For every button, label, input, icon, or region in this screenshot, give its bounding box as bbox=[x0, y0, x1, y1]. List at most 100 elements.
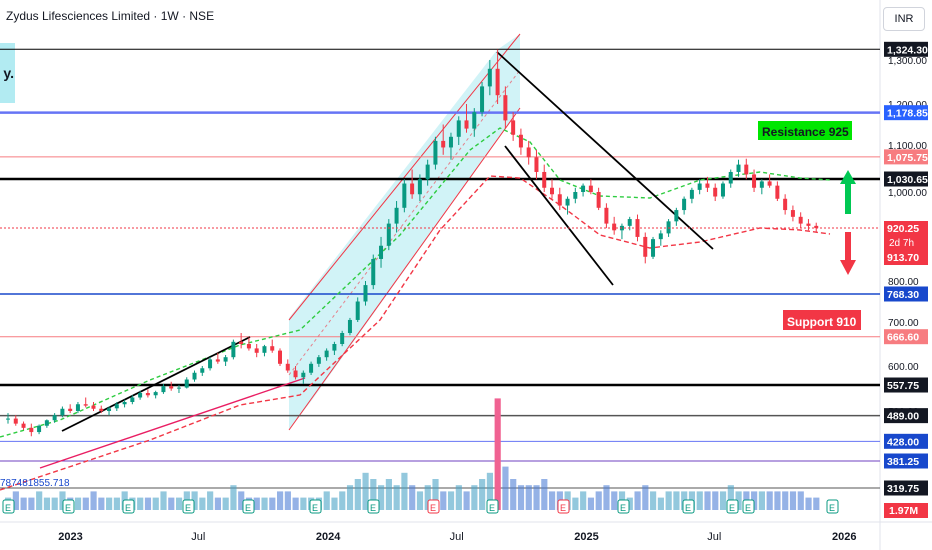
candle-body[interactable] bbox=[138, 393, 143, 398]
candle-body[interactable] bbox=[550, 187, 554, 195]
candle-body[interactable] bbox=[75, 404, 80, 411]
candle-body[interactable] bbox=[720, 183, 725, 197]
candle-body[interactable] bbox=[697, 183, 702, 190]
candle-body[interactable] bbox=[689, 189, 694, 199]
candle-body[interactable] bbox=[790, 210, 795, 217]
candle-body[interactable] bbox=[573, 192, 578, 199]
candle-body[interactable] bbox=[363, 285, 368, 302]
candle-body[interactable] bbox=[161, 386, 166, 393]
candle-body[interactable] bbox=[775, 185, 780, 199]
candle-body[interactable] bbox=[254, 348, 259, 353]
candle-body[interactable] bbox=[441, 140, 446, 148]
candle-body[interactable] bbox=[200, 368, 205, 373]
candle-body[interactable] bbox=[107, 408, 112, 411]
event-marker-icon[interactable]: E bbox=[486, 499, 499, 514]
candle-body[interactable] bbox=[402, 183, 407, 208]
event-marker-icon[interactable]: E bbox=[617, 499, 630, 514]
candle-body[interactable] bbox=[464, 120, 469, 129]
candle-body[interactable] bbox=[114, 404, 119, 409]
candle-body[interactable] bbox=[511, 120, 516, 135]
candle-body[interactable] bbox=[309, 363, 314, 373]
candle-body[interactable] bbox=[278, 350, 282, 364]
candle-body[interactable] bbox=[355, 301, 360, 320]
candle-body[interactable] bbox=[588, 185, 593, 192]
candle-body[interactable] bbox=[534, 157, 539, 172]
candle-body[interactable] bbox=[783, 198, 788, 211]
candle-body[interactable] bbox=[767, 181, 772, 186]
candle-body[interactable] bbox=[557, 194, 562, 206]
candle-body[interactable] bbox=[6, 418, 10, 420]
candle-body[interactable] bbox=[324, 350, 329, 358]
candle-body[interactable] bbox=[658, 233, 663, 240]
candle-body[interactable] bbox=[386, 223, 391, 246]
candle-body[interactable] bbox=[184, 379, 189, 388]
candle-body[interactable] bbox=[682, 198, 687, 211]
candle-body[interactable] bbox=[130, 397, 135, 403]
candle-body[interactable] bbox=[91, 405, 96, 409]
candle-body[interactable] bbox=[176, 387, 181, 389]
candle-body[interactable] bbox=[394, 207, 399, 224]
event-marker-icon[interactable]: E bbox=[427, 499, 440, 514]
candle-body[interactable] bbox=[239, 341, 244, 344]
candle-body[interactable] bbox=[433, 140, 438, 165]
event-marker-icon[interactable]: E bbox=[2, 499, 15, 514]
candle-body[interactable] bbox=[68, 408, 73, 411]
candle-body[interactable] bbox=[798, 216, 803, 224]
candle-body[interactable] bbox=[347, 319, 352, 333]
candle-body[interactable] bbox=[208, 359, 213, 369]
candle-body[interactable] bbox=[316, 357, 321, 364]
candle-body[interactable] bbox=[713, 187, 718, 197]
candle-body[interactable] bbox=[814, 225, 819, 229]
candle-body[interactable] bbox=[480, 86, 485, 113]
candle-body[interactable] bbox=[643, 236, 648, 257]
candle-body[interactable] bbox=[596, 192, 601, 208]
candle-body[interactable] bbox=[332, 344, 337, 351]
event-marker-icon[interactable]: E bbox=[309, 499, 322, 514]
candle-body[interactable] bbox=[674, 210, 679, 222]
candle-body[interactable] bbox=[44, 420, 49, 426]
candle-body[interactable] bbox=[627, 219, 632, 226]
candle-body[interactable] bbox=[301, 372, 306, 378]
candle-body[interactable] bbox=[83, 404, 88, 406]
candle-body[interactable] bbox=[410, 183, 415, 195]
candle-body[interactable] bbox=[169, 386, 174, 389]
candle-body[interactable] bbox=[518, 134, 523, 148]
candle-body[interactable] bbox=[223, 357, 228, 362]
candle-body[interactable] bbox=[612, 223, 617, 231]
event-marker-icon[interactable]: E bbox=[367, 499, 380, 514]
candle-body[interactable] bbox=[752, 174, 757, 188]
candle-body[interactable] bbox=[736, 164, 741, 172]
event-marker-icon[interactable]: E bbox=[182, 499, 195, 514]
candle-body[interactable] bbox=[340, 333, 345, 344]
candle-body[interactable] bbox=[145, 393, 150, 396]
candle-body[interactable] bbox=[262, 346, 267, 353]
candle-body[interactable] bbox=[270, 346, 275, 351]
candle-body[interactable] bbox=[565, 198, 570, 206]
candle-body[interactable] bbox=[472, 112, 477, 129]
event-marker-icon[interactable]: E bbox=[557, 499, 570, 514]
candle-body[interactable] bbox=[705, 183, 710, 188]
candle-body[interactable] bbox=[425, 164, 430, 180]
candle-body[interactable] bbox=[666, 221, 671, 234]
candle-body[interactable] bbox=[231, 341, 236, 358]
candle-body[interactable] bbox=[371, 258, 376, 286]
candle-body[interactable] bbox=[153, 392, 158, 396]
event-marker-icon[interactable]: E bbox=[742, 499, 755, 514]
candle-body[interactable] bbox=[448, 136, 453, 148]
candle-body[interactable] bbox=[21, 423, 26, 428]
candle-body[interactable] bbox=[456, 120, 461, 137]
event-marker-icon[interactable]: E bbox=[826, 499, 839, 514]
candle-body[interactable] bbox=[246, 344, 251, 349]
candle-body[interactable] bbox=[744, 164, 749, 175]
candle-body[interactable] bbox=[759, 181, 764, 188]
candle-body[interactable] bbox=[728, 171, 733, 184]
event-marker-icon[interactable]: E bbox=[682, 499, 695, 514]
candle-body[interactable] bbox=[806, 223, 811, 226]
event-marker-icon[interactable]: E bbox=[62, 499, 75, 514]
candle-body[interactable] bbox=[495, 68, 500, 96]
event-marker-icon[interactable]: E bbox=[242, 499, 255, 514]
currency-button[interactable]: INR bbox=[883, 7, 925, 31]
candle-body[interactable] bbox=[37, 425, 42, 433]
candle-body[interactable] bbox=[285, 363, 290, 371]
